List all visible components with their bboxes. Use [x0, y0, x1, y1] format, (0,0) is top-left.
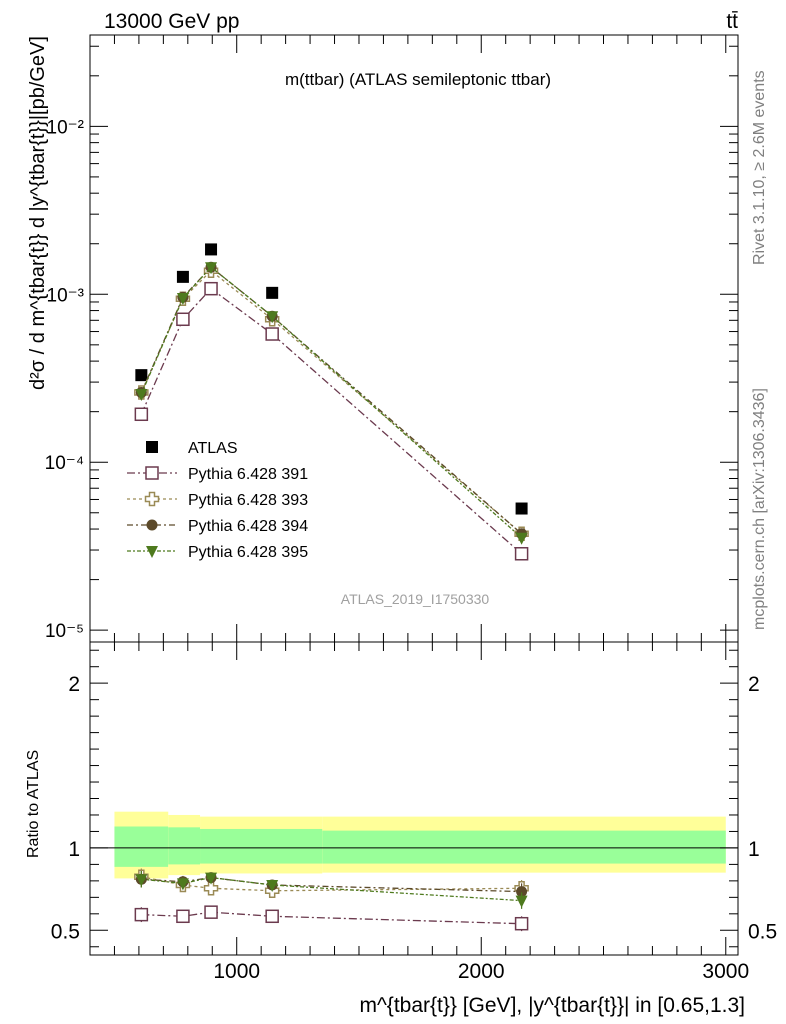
band-stat: [114, 826, 169, 867]
ratio-point: [176, 878, 189, 891]
ratio-series-0: [134, 905, 529, 932]
legend-marker: [146, 441, 158, 453]
ratio-series-3: [135, 870, 528, 909]
legend-marker: [144, 491, 160, 507]
ratio-series-line: [141, 911, 522, 925]
data-point: [135, 388, 148, 401]
series-line: [140, 269, 523, 535]
y-tick-label: 10⁻³: [47, 285, 85, 306]
energy-label: 13000 GeV pp: [104, 10, 239, 33]
data-point: [204, 281, 218, 296]
main-y-axis-label: d²σ / d m^{tbar{t}} d |y^{tbar{t}}|[pb/G…: [27, 36, 49, 390]
series-0: [135, 243, 528, 515]
legend-label: Pythia 6.428 393: [188, 492, 308, 509]
ratio-point: [266, 879, 279, 892]
data-point: [266, 286, 279, 299]
data-point: [176, 293, 189, 306]
x-tick-label: 2000: [458, 960, 505, 983]
ratio-point: [203, 881, 219, 896]
ratio-point: [135, 874, 148, 887]
band-stat: [168, 827, 201, 865]
data-point: [176, 270, 189, 283]
ratio-point: [515, 895, 528, 908]
data-point: [134, 407, 149, 422]
ratio-point: [204, 905, 218, 919]
data-point: [266, 311, 279, 324]
y-tick-label-right: 0.5: [748, 920, 777, 943]
band-stat: [322, 830, 726, 864]
data-point: [265, 327, 279, 341]
legend-label: Pythia 6.428 394: [188, 518, 308, 535]
y-tick-label: 10⁻²: [47, 117, 85, 138]
ratio-point: [134, 907, 149, 922]
main-title: m(ttbar) (ATLAS semileptonic ttbar): [285, 70, 551, 89]
x-tick-label: 3000: [702, 960, 749, 983]
data-point: [176, 312, 190, 327]
x-tick-label: 1000: [213, 960, 260, 983]
watermark: ATLAS_2019_I1750330: [341, 591, 490, 607]
y-tick-label: 10⁻⁴: [45, 453, 84, 474]
legend-label: Pythia 6.428 395: [188, 544, 308, 561]
main-axis-ticks: 10⁻⁵ 10⁻⁴ 10⁻³ 10⁻²: [45, 35, 738, 642]
legend-label: Pythia 6.428 391: [188, 466, 308, 483]
y-tick-label: 2: [68, 673, 80, 696]
series-4: [135, 262, 528, 545]
data-point: [135, 369, 148, 382]
ratio-frame: [89, 641, 739, 956]
ratio-axis-ticks: 0.5 0.5 1 1 2 2 1000 2000 3000: [51, 642, 777, 983]
ratio-panel: 0.5 0.5 1 1 2 2 1000 2000 3000 Ratio to ATLAS m^…: [25, 641, 777, 1017]
series-1: [134, 281, 529, 561]
x-axis-label: m^{tbar{t}} [GeV], |y^{tbar{t}}| in [0.6…: [359, 994, 745, 1017]
main-panel: 10⁻⁵ 10⁻⁴ 10⁻³ 10⁻² m(ttbar) (ATLAS semilep…: [27, 34, 739, 643]
legend: ATLAS Pythia 6.428 391 Pythia 6.428 393 Pyt…: [127, 440, 308, 561]
ratio-point: [176, 909, 190, 924]
ratio-point: [205, 872, 218, 885]
data-point: [205, 262, 218, 275]
y-tick-label-right: 2: [748, 673, 760, 696]
data-point: [205, 243, 218, 256]
y-tick-label: 0.5: [51, 920, 80, 943]
data-point: [515, 502, 528, 515]
ratio-point: [265, 909, 279, 924]
legend-marker: [146, 519, 158, 531]
data-point: [515, 532, 528, 545]
process-label: tt̄: [726, 10, 738, 33]
legend-marker: [145, 466, 159, 480]
legend-label: ATLAS: [188, 440, 238, 457]
series-line: [140, 287, 523, 555]
data-point: [514, 547, 529, 561]
ratio-series-2: [135, 870, 528, 900]
side-label-bottom: mcplots.cern.ch [arXiv:1306.3436]: [751, 388, 768, 630]
y-tick-label: 1: [68, 838, 80, 861]
y-tick-label-right: 1: [748, 838, 760, 861]
side-label-top: Rivet 3.1.10, ≥ 2.6M events: [751, 70, 768, 265]
ratio-point: [516, 886, 528, 898]
y-tick-label: 10⁻⁵: [45, 621, 84, 642]
band-stat: [200, 828, 323, 864]
ratio-point: [514, 916, 529, 931]
legend-marker: [146, 546, 158, 558]
ratio-y-axis-label: Ratio to ATLAS: [25, 750, 42, 858]
